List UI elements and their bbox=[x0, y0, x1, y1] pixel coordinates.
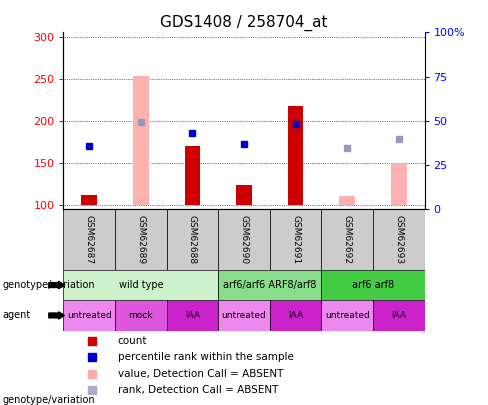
Text: untreated: untreated bbox=[67, 311, 112, 320]
Bar bbox=[373, 300, 425, 330]
Bar bbox=[270, 300, 322, 330]
Bar bbox=[166, 300, 218, 330]
Text: count: count bbox=[118, 336, 147, 345]
Title: GDS1408 / 258704_at: GDS1408 / 258704_at bbox=[160, 15, 328, 31]
Text: percentile rank within the sample: percentile rank within the sample bbox=[118, 352, 293, 362]
Bar bbox=[322, 270, 425, 300]
Bar bbox=[63, 209, 115, 270]
Bar bbox=[115, 300, 166, 330]
Text: GSM62692: GSM62692 bbox=[343, 215, 352, 264]
Bar bbox=[81, 195, 97, 205]
Bar bbox=[322, 209, 373, 270]
Text: wild type: wild type bbox=[119, 280, 163, 290]
Text: untreated: untreated bbox=[222, 311, 266, 320]
Text: rank, Detection Call = ABSENT: rank, Detection Call = ABSENT bbox=[118, 385, 278, 395]
Text: IAA: IAA bbox=[185, 311, 200, 320]
Text: IAA: IAA bbox=[391, 311, 407, 320]
Text: GSM62688: GSM62688 bbox=[188, 215, 197, 264]
Text: untreated: untreated bbox=[325, 311, 369, 320]
Text: GSM62690: GSM62690 bbox=[240, 215, 248, 264]
Text: GSM62689: GSM62689 bbox=[136, 215, 145, 264]
Bar bbox=[133, 76, 148, 205]
Bar bbox=[63, 270, 218, 300]
Text: GSM62693: GSM62693 bbox=[394, 215, 403, 264]
Bar bbox=[236, 185, 252, 205]
Text: arf6/arf6 ARF8/arf8: arf6/arf6 ARF8/arf8 bbox=[223, 280, 317, 290]
Bar bbox=[115, 209, 166, 270]
Text: GSM62691: GSM62691 bbox=[291, 215, 300, 264]
Bar bbox=[184, 146, 200, 205]
Bar bbox=[218, 300, 270, 330]
Bar bbox=[288, 106, 304, 205]
Text: GSM62687: GSM62687 bbox=[85, 215, 94, 264]
Text: value, Detection Call = ABSENT: value, Detection Call = ABSENT bbox=[118, 369, 283, 379]
Text: mock: mock bbox=[128, 311, 153, 320]
Bar bbox=[373, 209, 425, 270]
Text: IAA: IAA bbox=[288, 311, 303, 320]
Bar bbox=[63, 300, 115, 330]
Text: arf6 arf8: arf6 arf8 bbox=[352, 280, 394, 290]
Bar bbox=[218, 209, 270, 270]
Bar bbox=[166, 209, 218, 270]
Bar bbox=[270, 209, 322, 270]
Bar bbox=[340, 196, 355, 205]
Bar bbox=[218, 270, 322, 300]
Bar bbox=[322, 300, 373, 330]
Bar bbox=[391, 163, 407, 205]
Text: genotype/variation: genotype/variation bbox=[2, 280, 95, 290]
Text: agent: agent bbox=[2, 311, 31, 320]
Text: genotype/variation: genotype/variation bbox=[2, 395, 95, 405]
